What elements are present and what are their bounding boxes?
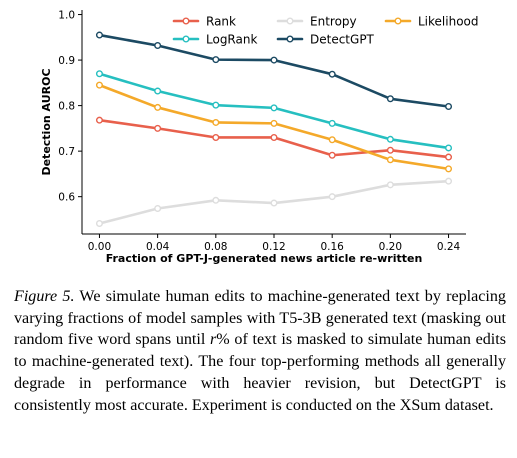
data-point-logrank — [445, 144, 453, 152]
data-point-detectgpt — [154, 42, 162, 50]
legend-marker-detectgpt — [286, 35, 294, 43]
data-point-entropy — [95, 220, 103, 228]
data-point-likelihood — [445, 165, 453, 173]
legend-label-detectgpt: DetectGPT — [310, 33, 375, 47]
legend-marker-rank — [182, 17, 190, 25]
data-point-logrank — [386, 135, 394, 143]
x-tick-label: 0.00 — [88, 241, 111, 253]
data-point-rank — [154, 124, 162, 132]
data-point-detectgpt — [328, 70, 336, 78]
data-point-detectgpt — [95, 31, 103, 39]
data-point-entropy — [270, 199, 278, 207]
data-point-rank — [445, 153, 453, 161]
legend-label-entropy: Entropy — [310, 15, 357, 29]
plot-area: 0.6 0.7 0.8 0.9 1.0 0.00 0.04 0.08 0.12 0.16 0.20 0… — [40, 10, 466, 265]
data-point-entropy — [386, 181, 394, 189]
data-point-likelihood — [212, 118, 220, 126]
data-point-rank — [270, 133, 278, 141]
figure-caption: Figure 5. We simulate human edits to mac… — [14, 286, 506, 416]
series-line-detectgpt — [98, 33, 450, 108]
y-tick-label: 0.7 — [58, 146, 75, 158]
figure-label: Figure 5. — [14, 288, 75, 305]
data-point-likelihood — [386, 156, 394, 164]
y-tick-label: 0.9 — [58, 55, 75, 67]
data-point-logrank — [328, 119, 336, 127]
data-point-likelihood — [154, 103, 162, 111]
legend-marker-entropy — [286, 17, 294, 25]
data-point-logrank — [270, 104, 278, 112]
data-point-rank — [95, 116, 103, 124]
data-point-logrank — [154, 87, 162, 95]
x-tick-label: 0.20 — [379, 241, 402, 253]
data-point-likelihood — [328, 136, 336, 144]
data-point-rank — [386, 146, 394, 154]
data-point-logrank — [95, 70, 103, 78]
caption-text-2: % of text is masked to simulate human ed… — [14, 331, 506, 414]
x-tick-label: 0.16 — [320, 241, 344, 253]
legend: Rank LogRank Entropy DetectGPT Likelihood — [172, 15, 479, 47]
x-tick-label: 0.04 — [146, 241, 170, 253]
data-point-detectgpt — [212, 56, 220, 64]
x-axis-title: Fraction of GPT-J-generated news article… — [106, 252, 423, 265]
legend-marker-logrank — [182, 35, 190, 43]
data-point-detectgpt — [270, 56, 278, 64]
data-point-entropy — [328, 193, 336, 201]
data-point-likelihood — [95, 81, 103, 89]
y-axis-title: Detection AUROC — [40, 68, 53, 175]
data-point-detectgpt — [445, 103, 453, 111]
legend-label-likelihood: Likelihood — [418, 15, 479, 29]
data-point-logrank — [212, 101, 220, 109]
y-tick-label: 1.0 — [58, 10, 75, 22]
x-tick-label: 0.24 — [437, 241, 461, 253]
data-point-entropy — [445, 177, 453, 185]
data-point-detectgpt — [386, 95, 394, 103]
legend-marker-likelihood — [394, 17, 402, 25]
y-tick-label: 0.8 — [58, 101, 75, 113]
data-point-rank — [328, 151, 336, 159]
data-point-entropy — [154, 205, 162, 213]
x-tick-label: 0.12 — [262, 241, 285, 253]
y-tick-label: 0.6 — [58, 192, 75, 204]
x-tick-label: 0.08 — [204, 241, 227, 253]
auroc-line-chart: 0.6 0.7 0.8 0.9 1.0 0.00 0.04 0.08 0.12 0.16 0.20 0… — [40, 10, 479, 265]
data-point-likelihood — [270, 119, 278, 127]
caption-text-1: We simulate human edits to machine-gener… — [14, 288, 506, 349]
data-point-rank — [212, 133, 220, 141]
legend-label-rank: Rank — [206, 15, 236, 29]
caption-math-r: r — [210, 331, 217, 349]
legend-label-logrank: LogRank — [206, 33, 257, 47]
data-point-entropy — [212, 196, 220, 204]
